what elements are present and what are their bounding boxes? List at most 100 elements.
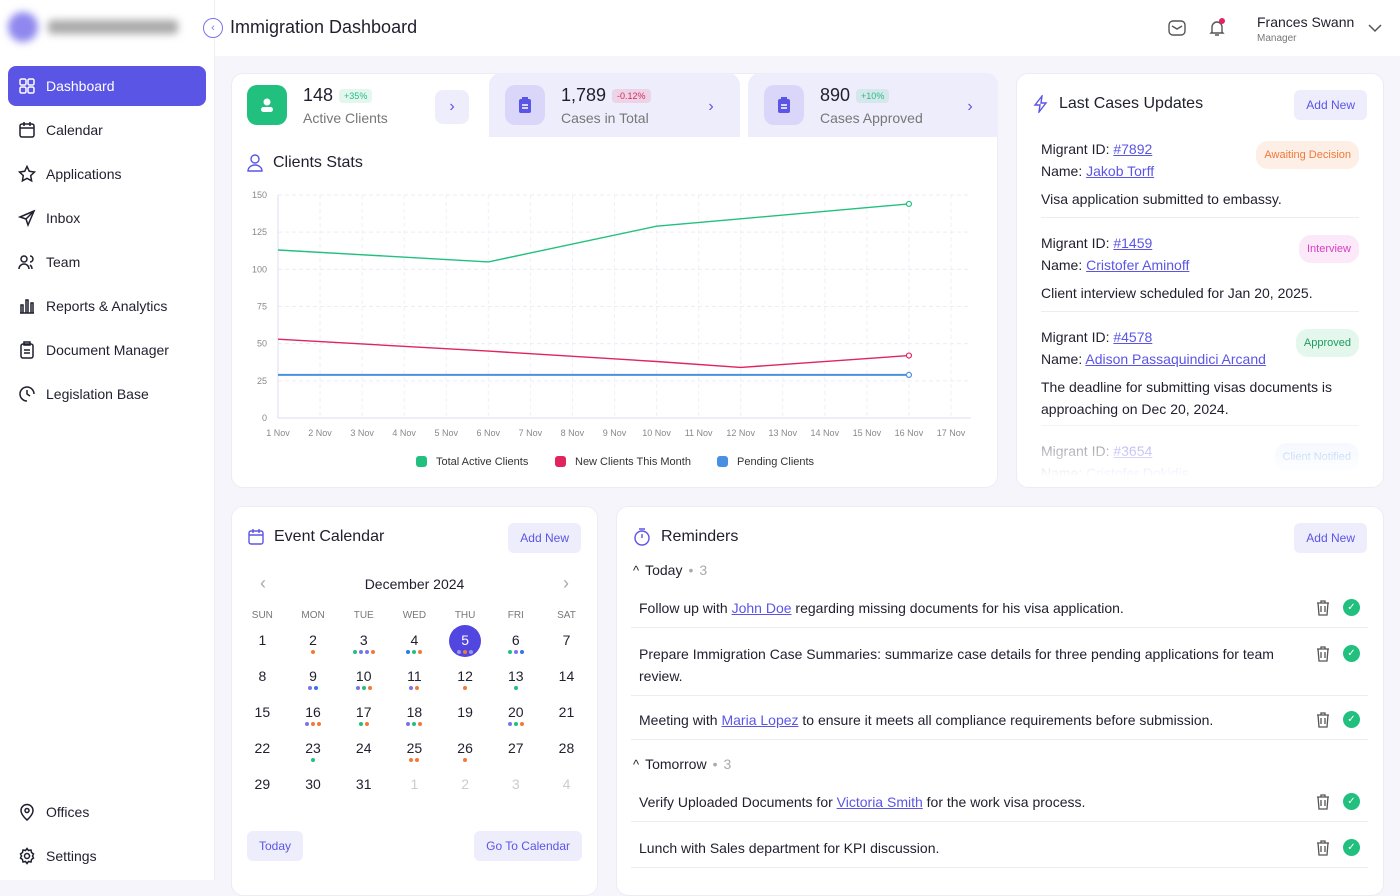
migrant-id-link[interactable]: #7892 [1113, 141, 1153, 157]
event-dot [507, 650, 512, 654]
calendar-day[interactable]: 9 [288, 668, 339, 704]
contact-link[interactable]: John Doe [731, 600, 792, 616]
migrant-name-link[interactable]: Adison Passaquindici Arcand [1085, 351, 1266, 367]
stat-label: Cases in Total [561, 109, 649, 126]
calendar-day[interactable]: 23 [288, 740, 339, 776]
clients-stats-title: Clients Stats [273, 154, 363, 171]
contact-link[interactable]: Victoria Smith [836, 794, 923, 810]
calendar-day[interactable]: 19 [440, 704, 491, 740]
calendar-day[interactable]: 29 [237, 776, 288, 812]
calendar-day[interactable]: 11 [389, 668, 440, 704]
stat-label: Cases Approved [820, 109, 923, 126]
event-dots [490, 722, 541, 726]
calendar-day[interactable]: 2 [440, 776, 491, 812]
series-line [277, 338, 909, 369]
calendar-day[interactable]: 3 [338, 632, 389, 668]
go-to-calendar-button[interactable]: Go To Calendar [474, 831, 582, 861]
calendar-day[interactable]: 21 [541, 704, 592, 740]
calendar-day[interactable]: 16 [288, 704, 339, 740]
calendar-day[interactable]: 4 [389, 632, 440, 668]
complete-check-icon[interactable]: ✓ [1343, 793, 1360, 810]
calendar-day[interactable]: 10 [338, 668, 389, 704]
complete-check-icon[interactable]: ✓ [1343, 645, 1360, 662]
migrant-id-link[interactable]: #4578 [1113, 329, 1153, 345]
trash-icon[interactable] [1315, 645, 1331, 669]
calendar-day[interactable]: 28 [541, 740, 592, 776]
sidebar-item-team[interactable]: Team [8, 242, 206, 282]
stat-details-button[interactable]: › [694, 90, 728, 124]
migrant-id-link[interactable]: #1459 [1113, 235, 1153, 251]
migrant-name-link[interactable]: Cristofer Aminoff [1086, 257, 1190, 273]
calendar-day[interactable]: 17 [338, 704, 389, 740]
complete-check-icon[interactable]: ✓ [1343, 599, 1360, 616]
event-dots [288, 722, 339, 726]
bell-icon[interactable] [1207, 18, 1227, 38]
calendar-day[interactable]: 24 [338, 740, 389, 776]
calendar-day[interactable]: 15 [237, 704, 288, 740]
calendar-day[interactable]: 22 [237, 740, 288, 776]
add-reminder-button[interactable]: Add New [1294, 523, 1367, 553]
sidebar-item-applications[interactable]: Applications [8, 154, 206, 194]
user-menu[interactable]: Frances Swann Manager [1257, 14, 1354, 44]
calendar-day[interactable]: 31 [338, 776, 389, 812]
complete-check-icon[interactable]: ✓ [1343, 711, 1360, 728]
trash-icon[interactable] [1315, 793, 1331, 817]
trash-icon[interactable] [1315, 711, 1331, 735]
calendar-day[interactable]: 26 [440, 740, 491, 776]
day-number: 29 [254, 776, 271, 792]
complete-check-icon[interactable]: ✓ [1343, 839, 1360, 856]
sidebar-item-calendar[interactable]: Calendar [8, 110, 206, 150]
calendar-day[interactable]: 1 [389, 776, 440, 812]
trash-icon[interactable] [1315, 839, 1331, 863]
group-count: 3 [699, 562, 708, 578]
stat-details-button[interactable]: › [953, 90, 987, 124]
calendar-day[interactable]: 30 [288, 776, 339, 812]
calendar-day[interactable]: 27 [490, 740, 541, 776]
calendar-day[interactable]: 2 [288, 632, 339, 668]
event-dot [352, 650, 357, 654]
calendar-day[interactable]: 3 [490, 776, 541, 812]
calendar-day[interactable]: 1 [237, 632, 288, 668]
calendar-day[interactable]: 4 [541, 776, 592, 812]
sidebar-item-legislation-base[interactable]: Legislation Base [8, 374, 206, 414]
calendar-day[interactable]: 5 [440, 625, 491, 668]
sidebar-item-dashboard[interactable]: Dashboard [8, 66, 206, 106]
sidebar-item-document-manager[interactable]: Document Manager [8, 330, 206, 370]
chevron-down-icon[interactable] [1365, 18, 1385, 38]
gear-icon [18, 847, 36, 865]
event-dots [338, 722, 389, 726]
event-dot [409, 686, 414, 690]
contact-link[interactable]: Maria Lopez [721, 712, 799, 728]
add-event-button[interactable]: Add New [508, 523, 581, 553]
day-number: 28 [558, 740, 575, 756]
reminder-group-toggle[interactable]: ^ Today • 3 [633, 562, 707, 578]
add-update-button[interactable]: Add New [1294, 90, 1367, 120]
next-month-button[interactable]: › [563, 573, 569, 593]
calendar-day[interactable]: 7 [541, 632, 592, 668]
calendar-day[interactable]: 14 [541, 668, 592, 704]
stat-details-button[interactable]: › [435, 90, 469, 124]
migrant-name-line: Name: Cristofer Aminoff [1041, 254, 1359, 276]
calendar-day[interactable]: 6 [490, 632, 541, 668]
prev-month-button[interactable]: ‹ [260, 573, 266, 593]
day-number: 25 [406, 740, 423, 756]
calendar-day[interactable]: 25 [389, 740, 440, 776]
sidebar-item-settings[interactable]: Settings [8, 836, 206, 876]
event-dot [415, 686, 420, 690]
calendar-day[interactable]: 12 [440, 668, 491, 704]
collapse-sidebar-button[interactable]: ‹ [203, 18, 223, 38]
reminder-item: Prepare Immigration Case Summaries: summ… [631, 643, 1368, 696]
sidebar-item-inbox[interactable]: Inbox [8, 198, 206, 238]
mail-icon[interactable] [1167, 18, 1187, 38]
calendar-day[interactable]: 13 [490, 668, 541, 704]
sidebar-item-reports-analytics[interactable]: Reports & Analytics [8, 286, 206, 326]
sidebar-item-offices[interactable]: Offices [8, 792, 206, 832]
calendar-day[interactable]: 8 [237, 668, 288, 704]
reminder-group-toggle[interactable]: ^ Tomorrow • 3 [633, 756, 731, 772]
calendar-day[interactable]: 18 [389, 704, 440, 740]
calendar-day[interactable]: 20 [490, 704, 541, 740]
migrant-name-link[interactable]: Jakob Torff [1086, 163, 1155, 179]
trash-icon[interactable] [1315, 599, 1331, 623]
today-button[interactable]: Today [247, 831, 304, 861]
day-number: 16 [305, 704, 321, 720]
